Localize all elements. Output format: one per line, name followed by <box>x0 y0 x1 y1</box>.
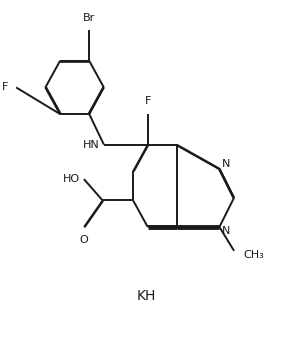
Text: HO: HO <box>63 174 80 184</box>
Text: N: N <box>222 159 230 170</box>
Text: HN: HN <box>83 140 100 149</box>
Text: N: N <box>222 226 230 236</box>
Text: Br: Br <box>83 13 95 23</box>
Text: F: F <box>2 82 8 92</box>
Text: F: F <box>144 96 151 106</box>
Text: CH₃: CH₃ <box>243 250 264 260</box>
Text: KH: KH <box>137 289 156 303</box>
Text: O: O <box>80 235 88 245</box>
